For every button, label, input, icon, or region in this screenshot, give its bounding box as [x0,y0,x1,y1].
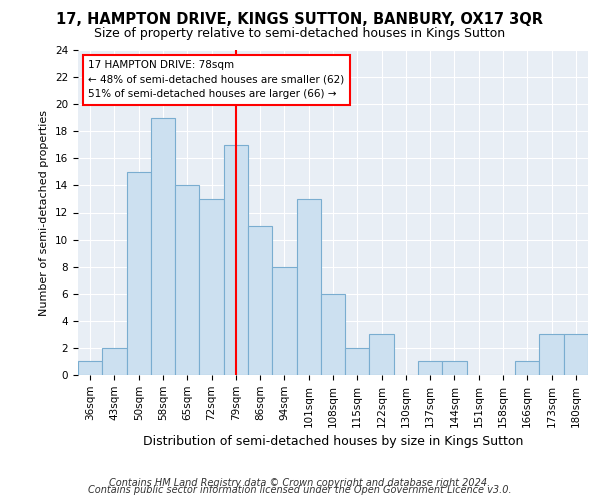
Text: 17 HAMPTON DRIVE: 78sqm
← 48% of semi-detached houses are smaller (62)
51% of se: 17 HAMPTON DRIVE: 78sqm ← 48% of semi-de… [88,60,344,100]
Text: Contains public sector information licensed under the Open Government Licence v3: Contains public sector information licen… [88,485,512,495]
Text: Contains HM Land Registry data © Crown copyright and database right 2024.: Contains HM Land Registry data © Crown c… [109,478,491,488]
Bar [248,226,272,375]
Bar [515,362,539,375]
Bar [442,362,467,375]
Bar [418,362,442,375]
Bar [370,334,394,375]
Text: Size of property relative to semi-detached houses in Kings Sutton: Size of property relative to semi-detach… [94,28,506,40]
Bar [175,186,199,375]
Bar [102,348,127,375]
Bar [224,145,248,375]
Bar [151,118,175,375]
Bar [345,348,370,375]
Bar [78,362,102,375]
Bar [564,334,588,375]
Bar [321,294,345,375]
Bar [127,172,151,375]
Y-axis label: Number of semi-detached properties: Number of semi-detached properties [40,110,49,316]
Bar [296,199,321,375]
Text: 17, HAMPTON DRIVE, KINGS SUTTON, BANBURY, OX17 3QR: 17, HAMPTON DRIVE, KINGS SUTTON, BANBURY… [56,12,544,28]
Bar [272,266,296,375]
Bar [199,199,224,375]
X-axis label: Distribution of semi-detached houses by size in Kings Sutton: Distribution of semi-detached houses by … [143,435,523,448]
Bar [539,334,564,375]
